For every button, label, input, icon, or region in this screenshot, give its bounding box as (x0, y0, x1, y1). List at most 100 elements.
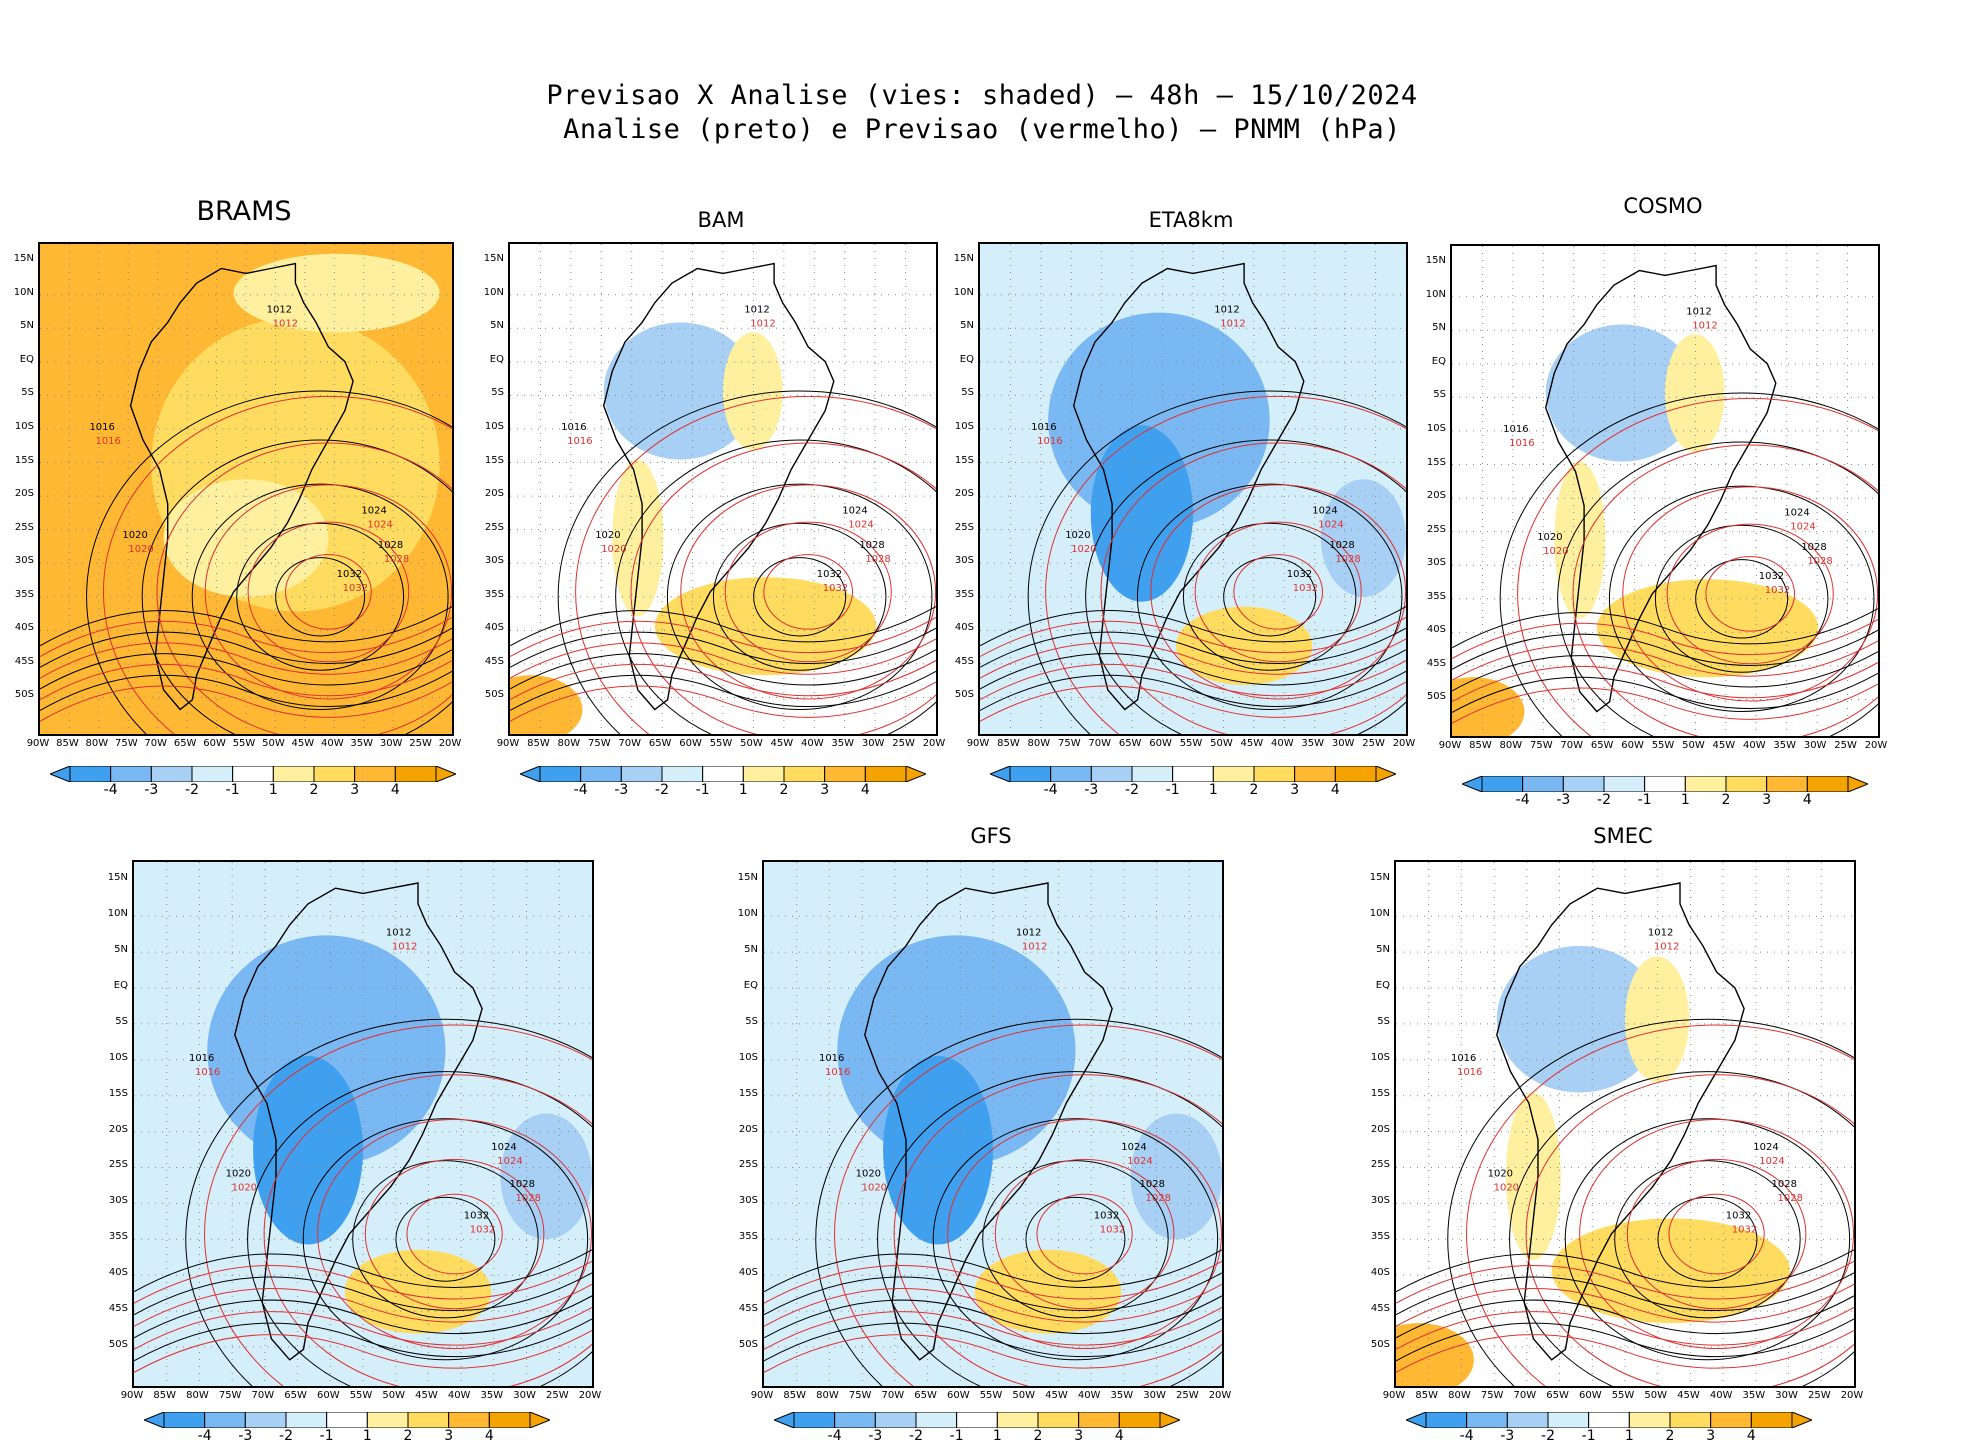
colorbar-label: -3 (1500, 1428, 1515, 1444)
lat-tick-label: 15N (107, 872, 128, 884)
isobar-label-forecast: 1032 (470, 1224, 495, 1235)
colorbar-label: 2 (1721, 792, 1731, 808)
lon-tick-label: 90W (496, 738, 520, 749)
colorbar-label: -4 (197, 1428, 212, 1444)
lat-tick-label: 20S (1426, 490, 1446, 502)
lon-tick-label: 40W (800, 738, 824, 749)
lat-tick-label: 40S (14, 622, 34, 634)
colorbar-label: -3 (238, 1428, 253, 1444)
panel-title: COSMO (1623, 194, 1703, 218)
lon-tick-label: 35W (1742, 1390, 1766, 1401)
lat-tick-label: EQ (1431, 355, 1446, 367)
isobar-label-forecast: 1028 (1807, 556, 1832, 567)
isobar-label-analysis: 1032 (337, 569, 362, 580)
lat-tick-label: EQ (959, 353, 974, 365)
isobar-label-forecast: 1028 (1146, 1193, 1171, 1204)
panel-title: ETA8km (1148, 208, 1234, 232)
lon-tick-label: 85W (1415, 1390, 1439, 1401)
colorbar-label: 1 (1624, 1428, 1634, 1444)
lon-tick-label: 90W (1382, 1390, 1406, 1401)
colorbar-label: -2 (909, 1428, 923, 1444)
lat-tick-label: 35S (1426, 590, 1446, 602)
lat-tick-label: 15S (108, 1087, 128, 1099)
lat-tick-label: 15S (954, 454, 974, 466)
south-america-outline (234, 882, 483, 1361)
lon-tick-label: 70W (144, 738, 168, 749)
figure-title-line1: Previsao X Analise (vies: shaded) – 48h … (546, 80, 1418, 111)
lon-tick-label: 30W (1803, 740, 1827, 751)
colorbar-label: 1 (268, 782, 278, 798)
lon-tick-label: 65W (914, 1390, 937, 1401)
isobar-label-forecast: 1032 (1732, 1224, 1757, 1235)
isobar-label-analysis: 1024 (1312, 506, 1337, 517)
isobar-label-analysis: 1032 (1287, 569, 1312, 580)
lon-tick-label: 90W (750, 1390, 774, 1401)
colorbar (144, 1412, 550, 1428)
isobar-label-analysis: 1012 (386, 927, 411, 938)
lon-tick-label: 90W (26, 738, 50, 749)
isobar-label-forecast: 1032 (1293, 583, 1318, 594)
lat-tick-label: 30S (954, 555, 974, 567)
colorbar-label: 3 (350, 782, 360, 798)
panel-title: BRAMS (196, 196, 292, 227)
lon-tick-label: 65W (1118, 738, 1142, 749)
isobar-label-analysis: 1032 (817, 569, 842, 580)
bias-field: 1012 1012 1016 1016 1020 1020 1024 1024 1028 1028… (1396, 862, 1854, 1386)
lat-tick-label: 10N (483, 286, 504, 298)
lon-tick-label: 80W (1027, 738, 1051, 749)
lat-tick-label: 40S (738, 1267, 758, 1279)
colorbar-label: -2 (655, 782, 669, 798)
isobar-label-forecast: 1012 (273, 319, 298, 330)
isobar-label-forecast: 1012 (1220, 319, 1245, 330)
isobar-label-forecast: 1024 (367, 520, 392, 531)
lat-tick-label: 50S (738, 1338, 758, 1350)
lat-tick-label: 25S (108, 1159, 128, 1171)
colorbar-label: -1 (695, 782, 710, 798)
lat-tick-label: 5S (1377, 1015, 1390, 1027)
panel-title: BAM (697, 208, 745, 232)
lat-tick-label: 30S (484, 555, 504, 567)
lat-tick-label: 5N (20, 320, 34, 332)
lat-tick-label: 30S (738, 1195, 758, 1207)
lon-tick-label: 30W (861, 738, 885, 749)
isobar-label-forecast: 1020 (1494, 1182, 1519, 1193)
colorbar-label: -1 (319, 1428, 334, 1444)
isobar-label-analysis: 1028 (510, 1179, 535, 1190)
lat-tick-label: 10S (954, 420, 974, 432)
lon-tick-label: 85W (1469, 740, 1492, 751)
lon-tick-label: 50W (1210, 738, 1233, 749)
colorbar-label: 4 (1802, 792, 1812, 808)
bias-field: 1012 1012 1016 1016 1020 1020 1024 1024 1028 1028… (40, 244, 452, 734)
lat-tick-label: 25S (738, 1159, 758, 1171)
isobar-label-forecast: 1024 (1759, 1156, 1784, 1167)
colorbar-label: -1 (1637, 792, 1652, 808)
lat-tick-label: 5N (744, 944, 758, 956)
isobar-label-forecast: 1020 (601, 544, 626, 555)
isobar-label-analysis: 1012 (1686, 307, 1711, 318)
lat-tick-label: 15S (484, 454, 504, 466)
lat-tick-label: 5N (960, 320, 974, 332)
lat-tick-label: 25S (14, 521, 34, 533)
lon-tick-label: 45W (1045, 1390, 1068, 1401)
lat-tick-label: EQ (1375, 980, 1390, 992)
lat-tick-label: 15N (483, 253, 504, 265)
lon-tick-label: 50W (262, 738, 285, 749)
isobar-label-forecast: 1032 (1100, 1224, 1125, 1235)
isobar-label-forecast: 1020 (1071, 544, 1096, 555)
colorbar-label: 4 (1114, 1428, 1124, 1444)
lat-tick-label: 35S (738, 1231, 758, 1243)
colorbar-label: -3 (868, 1428, 883, 1444)
colorbar-label: -4 (1043, 782, 1058, 798)
lat-tick-label: 35S (14, 588, 34, 600)
colorbar-label: 1 (1680, 792, 1690, 808)
lon-tick-label: 35W (480, 1390, 504, 1401)
lon-tick-label: 55W (709, 738, 733, 749)
isobar-label-analysis: 1020 (1065, 530, 1090, 541)
lon-tick-label: 20W (1864, 740, 1888, 751)
isobar-label-forecast: 1012 (392, 941, 417, 952)
colorbar (990, 766, 1396, 782)
lon-tick-label: 75W (1480, 1390, 1504, 1401)
isobar-label-forecast: 1028 (1335, 554, 1360, 565)
lon-tick-label: 25W (892, 738, 915, 749)
lon-tick-label: 75W (587, 738, 611, 749)
